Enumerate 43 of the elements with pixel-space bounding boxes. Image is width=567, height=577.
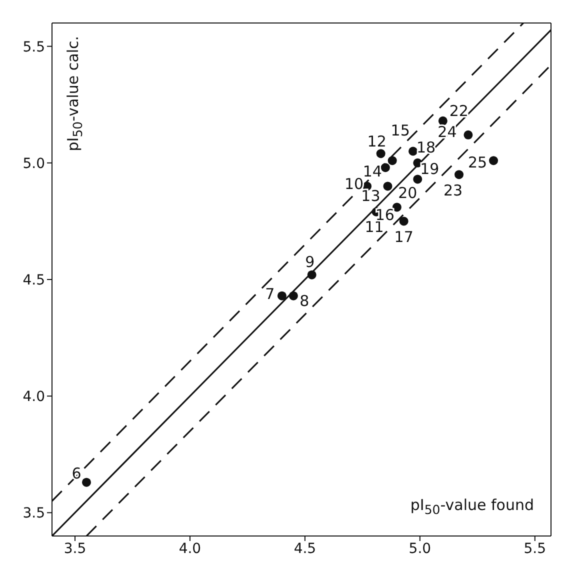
- point: [307, 270, 316, 280]
- x-tick-label: 4.0: [178, 540, 202, 557]
- point: [392, 202, 402, 212]
- x-tick-label: 3.5: [64, 540, 86, 557]
- y-tick-label: 4.5: [22, 272, 45, 288]
- annotation: 14: [362, 162, 382, 181]
- point: [399, 216, 408, 226]
- x-tick-label: 5.5: [524, 540, 546, 557]
- y-tick-label: 5.0: [22, 156, 45, 172]
- annotation: 6: [72, 464, 82, 482]
- point: [288, 291, 298, 300]
- point: [464, 130, 473, 140]
- x-axis-title: pI$_{50}$-value found: [410, 496, 534, 517]
- annotation: 17: [394, 228, 414, 246]
- annotation: 7: [265, 284, 275, 303]
- point: [438, 116, 448, 126]
- annotation: 19: [420, 160, 440, 178]
- point: [489, 156, 498, 166]
- point: [380, 163, 390, 172]
- annotation: 15: [390, 122, 410, 140]
- annotation: 13: [361, 187, 380, 206]
- point: [82, 478, 91, 487]
- point: [388, 156, 397, 166]
- point: [376, 149, 386, 158]
- y-tick-label: 3.5: [22, 506, 45, 522]
- annotation: 23: [443, 182, 463, 200]
- annotation: 22: [449, 102, 468, 120]
- y-tick-label: 4.0: [22, 389, 45, 406]
- annotation: 12: [367, 132, 386, 151]
- point: [277, 291, 286, 300]
- point: [383, 182, 392, 191]
- annotation: 25: [468, 154, 488, 172]
- x-tick-label: 4.5: [294, 540, 316, 557]
- annotation: 20: [398, 184, 418, 202]
- y-tick-label: 5.5: [22, 39, 45, 56]
- x-tick-label: 5.0: [408, 540, 432, 557]
- annotation: 9: [305, 252, 315, 271]
- annotation: 8: [300, 292, 310, 310]
- point: [408, 146, 418, 156]
- point: [413, 174, 422, 184]
- annotation: 10: [344, 175, 364, 194]
- point: [454, 170, 464, 180]
- annotation: 18: [416, 138, 436, 156]
